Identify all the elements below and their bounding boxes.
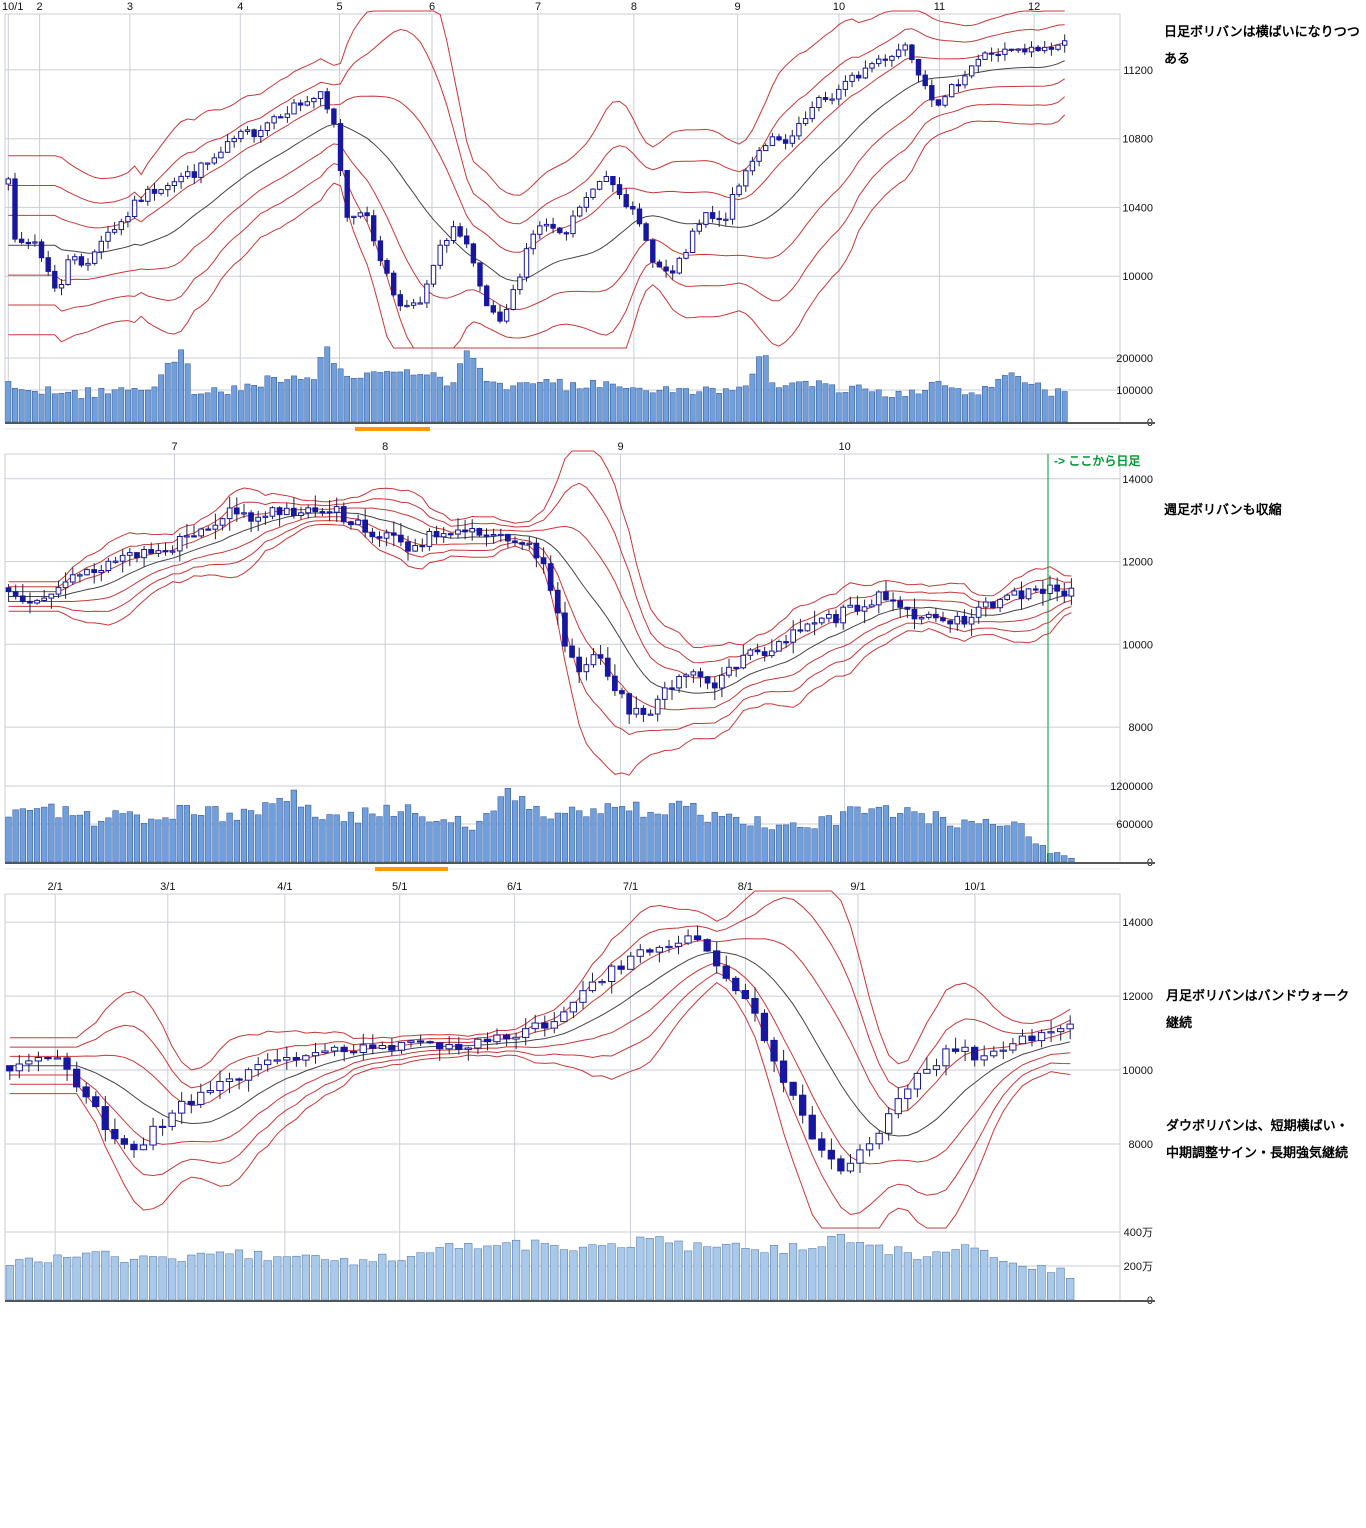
note-line: 月足ボリバンはバンドウォーク bbox=[1166, 988, 1350, 1003]
monthly-chart-note: 月足ボリバンはバンドウォーク 継続 bbox=[1166, 982, 1349, 1036]
svg-text:7: 7 bbox=[171, 441, 177, 453]
note-line: 週足ボリバンも収縮 bbox=[1164, 502, 1282, 517]
svg-text:6/1: 6/1 bbox=[507, 881, 522, 893]
svg-text:200000: 200000 bbox=[1116, 353, 1153, 365]
svg-text:3/1: 3/1 bbox=[160, 881, 175, 893]
monthly-chart-section: 2/1 3/1 4/1 5/1 6/1 7/1 8/1 9/1 10/1 14000 12000 10… bbox=[0, 880, 1160, 1314]
svg-text:12: 12 bbox=[1028, 1, 1040, 13]
svg-text:12000: 12000 bbox=[1122, 991, 1153, 1003]
svg-text:600000: 600000 bbox=[1116, 819, 1153, 831]
note-line: 中期調整サイン・長期強気継続 bbox=[1166, 1145, 1349, 1160]
svg-text:10000: 10000 bbox=[1122, 271, 1153, 283]
svg-text:9: 9 bbox=[735, 1, 741, 13]
svg-text:8/1: 8/1 bbox=[738, 881, 753, 893]
weekly-candlestick-chart: 78910140001200010000800012000006000000->… bbox=[0, 440, 1160, 874]
svg-text:2: 2 bbox=[37, 1, 43, 13]
daily-candlestick-chart: 10/1 2 3 4 5 6 7 8 9 10 11 12 11200 10800 10400 10000 20… bbox=[0, 0, 1160, 434]
svg-text:5/1: 5/1 bbox=[392, 881, 407, 893]
svg-text:11200: 11200 bbox=[1123, 65, 1153, 77]
svg-text:200万: 200万 bbox=[1124, 1261, 1153, 1273]
dow-bollinger-note: ダウボリバンは、短期横ばい・ 中期調整サイン・長期強気継続 bbox=[1166, 1112, 1349, 1166]
svg-text:6: 6 bbox=[429, 1, 435, 13]
svg-text:10/1: 10/1 bbox=[2, 1, 23, 13]
weekly-chart-note: 週足ボリバンも収縮 bbox=[1164, 496, 1282, 523]
svg-text:10400: 10400 bbox=[1122, 202, 1153, 214]
daily-chart-note: 日足ボリバンは横ばいになりつつ ある bbox=[1164, 18, 1360, 72]
svg-text:4/1: 4/1 bbox=[277, 881, 292, 893]
svg-text:10: 10 bbox=[833, 1, 845, 13]
svg-text:1200000: 1200000 bbox=[1110, 781, 1153, 793]
weekly-chart-section: 78910140001200010000800012000006000000->… bbox=[0, 440, 1160, 874]
svg-text:10800: 10800 bbox=[1122, 134, 1153, 146]
svg-text:8000: 8000 bbox=[1129, 1139, 1153, 1151]
svg-text:10/1: 10/1 bbox=[964, 881, 985, 893]
svg-text:4: 4 bbox=[237, 1, 243, 13]
svg-text:5: 5 bbox=[336, 1, 342, 13]
note-line: ダウボリバンは、短期横ばい・ bbox=[1166, 1118, 1349, 1133]
svg-text:12000: 12000 bbox=[1122, 557, 1153, 569]
daily-chart-section: 10/1 2 3 4 5 6 7 8 9 10 11 12 11200 10800 10400 10000 20… bbox=[0, 0, 1160, 434]
svg-text:7: 7 bbox=[535, 1, 541, 13]
svg-text:10000: 10000 bbox=[1122, 1065, 1153, 1077]
svg-text:400万: 400万 bbox=[1124, 1227, 1153, 1239]
svg-text:8: 8 bbox=[382, 441, 388, 453]
svg-text:10: 10 bbox=[838, 441, 850, 453]
svg-text:14000: 14000 bbox=[1122, 917, 1153, 929]
svg-text:8000: 8000 bbox=[1129, 722, 1153, 734]
svg-text:2/1: 2/1 bbox=[48, 881, 63, 893]
note-line: 日足ボリバンは横ばいになりつつ bbox=[1164, 24, 1360, 39]
note-line: 継続 bbox=[1166, 1015, 1193, 1030]
svg-text:8: 8 bbox=[631, 1, 637, 13]
svg-text:9/1: 9/1 bbox=[850, 881, 865, 893]
svg-text:11: 11 bbox=[934, 1, 945, 13]
svg-text:10000: 10000 bbox=[1122, 639, 1153, 651]
note-line: ある bbox=[1164, 51, 1191, 66]
svg-text:7/1: 7/1 bbox=[623, 881, 638, 893]
svg-text:-> ここから日足: -> ここから日足 bbox=[1054, 454, 1140, 468]
svg-text:9: 9 bbox=[617, 441, 623, 453]
monthly-candlestick-chart: 2/1 3/1 4/1 5/1 6/1 7/1 8/1 9/1 10/1 14000 12000 10… bbox=[0, 880, 1160, 1314]
svg-text:3: 3 bbox=[127, 1, 133, 13]
svg-text:100000: 100000 bbox=[1116, 385, 1153, 397]
svg-text:14000: 14000 bbox=[1122, 474, 1153, 486]
